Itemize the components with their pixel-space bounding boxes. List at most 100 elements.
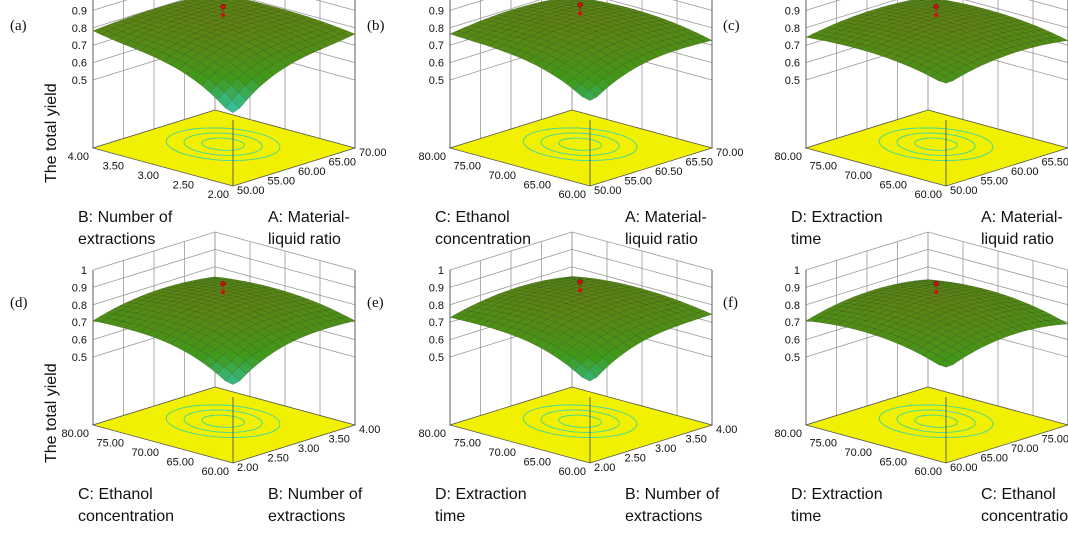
surface-cell xyxy=(204,0,216,2)
z-tick-label: 0.7 xyxy=(785,40,800,52)
z-tick-label: 0.6 xyxy=(785,335,800,347)
floor-contour-plane xyxy=(91,109,357,187)
z-tick-label: 0.9 xyxy=(429,282,444,294)
z-tick-label: 0.6 xyxy=(429,58,444,70)
left-axis-tick-label: 2.50 xyxy=(173,180,194,192)
floor-contour-line xyxy=(522,127,638,161)
z-tick-label: 0.9 xyxy=(72,5,87,17)
left-axis-title: time xyxy=(435,508,465,525)
floor-contour-line xyxy=(201,137,245,151)
response-surface xyxy=(805,0,1068,84)
right-axis-tick-label: 2.50 xyxy=(268,453,289,465)
response-surface xyxy=(92,276,356,385)
z-tick-label: 0.5 xyxy=(785,352,800,364)
left-axis-tick-label: 80.00 xyxy=(774,151,802,163)
floor-contour-line xyxy=(878,127,994,161)
right-axis-title: B: Number of xyxy=(625,486,720,503)
right-axis-title: C: Ethanol xyxy=(981,486,1056,503)
right-axis-title: liquid ratio xyxy=(268,231,341,248)
panel-label: (a) xyxy=(10,18,27,34)
right-axis-tick-label: 65.00 xyxy=(981,453,1009,465)
z-tick-label: 0.8 xyxy=(429,300,444,312)
surface-cell xyxy=(937,76,954,84)
z-axis-title: The total yield xyxy=(43,83,60,183)
left-axis-tick-label: 65.00 xyxy=(166,457,194,469)
floor-contour-plane xyxy=(448,109,714,187)
left-axis-tick-label: 65.00 xyxy=(879,457,907,469)
left-axis-tick-label: 65.00 xyxy=(879,180,907,192)
right-axis-tick-label: 65.50 xyxy=(686,157,714,169)
z-tick-label: 0.5 xyxy=(72,75,87,87)
left-axis-tick-label: 60.00 xyxy=(558,189,586,201)
left-axis-tick-label: 80.00 xyxy=(418,428,446,440)
chart-panel-b: 0.50.60.70.80.9160.0065.0070.0075.0080.0… xyxy=(367,0,744,248)
floor-contour-line xyxy=(201,414,245,428)
z-tick-label: 0.5 xyxy=(429,352,444,364)
left-axis-tick-label: 60.00 xyxy=(914,466,942,478)
left-axis-tick-label: 70.00 xyxy=(488,447,516,459)
z-tick-label: 0.6 xyxy=(785,58,800,70)
right-axis-tick-label: 2.50 xyxy=(625,453,646,465)
left-axis-tick-label: 4.00 xyxy=(68,151,89,163)
left-axis-tick-label: 3.00 xyxy=(138,170,159,182)
left-axis-tick-label: 75.00 xyxy=(453,438,481,450)
left-axis-tick-label: 80.00 xyxy=(418,151,446,163)
left-axis-tick-label: 80.00 xyxy=(774,428,802,440)
floor-contour-line xyxy=(558,137,602,151)
panel-label: (d) xyxy=(10,295,28,311)
floor-contour-line xyxy=(896,409,976,433)
left-axis-title: concentration xyxy=(435,231,531,248)
right-axis-tick-label: 70.00 xyxy=(1011,443,1039,455)
chart-panel-a: 0.50.60.70.80.912.002.503.003.504.0050.0… xyxy=(10,0,387,248)
z-tick-label: 0.6 xyxy=(429,335,444,347)
surface-cell xyxy=(225,99,240,113)
left-axis-tick-label: 60.00 xyxy=(914,189,942,201)
right-axis-tick-label: 4.00 xyxy=(359,424,380,436)
right-axis-tick-label: 65.50 xyxy=(1042,157,1068,169)
right-axis-tick-label: 60.00 xyxy=(950,462,978,474)
panel-label: (f) xyxy=(723,295,738,311)
chart-panel-c: 0.50.60.70.80.9160.0065.0070.0075.0080.0… xyxy=(723,0,1068,248)
left-axis-tick-label: 2.00 xyxy=(208,189,229,201)
right-axis-tick-label: 50.00 xyxy=(594,185,622,197)
z-tick-label: 0.8 xyxy=(785,23,800,35)
floor-contour-line xyxy=(183,132,263,156)
right-axis-tick-label: 2.00 xyxy=(594,462,615,474)
floor-contour-plane xyxy=(448,386,714,464)
right-axis-tick-label: 55.00 xyxy=(981,176,1009,188)
left-axis-title: time xyxy=(791,231,821,248)
left-axis-tick-label: 65.00 xyxy=(523,180,551,192)
left-axis-tick-label: 60.00 xyxy=(201,466,229,478)
z-tick-label: 0.9 xyxy=(785,5,800,17)
floor-contour-line xyxy=(540,132,620,156)
right-axis-tick-label: 50.00 xyxy=(237,185,265,197)
z-tick-label: 0.9 xyxy=(72,282,87,294)
right-axis-tick-label: 65.00 xyxy=(329,157,357,169)
response-surface xyxy=(805,279,1068,368)
left-axis-tick-label: 70.00 xyxy=(844,170,872,182)
right-axis-tick-label: 3.00 xyxy=(655,443,676,455)
floor-contour-plane xyxy=(804,386,1068,464)
floor-contour-line xyxy=(183,409,263,433)
z-tick-label: 0.7 xyxy=(429,317,444,329)
left-axis-title: B: Number of xyxy=(78,209,173,226)
wall-gridline xyxy=(449,0,713,29)
z-tick-label: 0.7 xyxy=(72,40,87,52)
z-axis-title: The total yield xyxy=(43,363,60,463)
right-axis-tick-label: 50.00 xyxy=(950,185,978,197)
right-axis-tick-label: 60.00 xyxy=(298,166,326,178)
wall-gridline xyxy=(92,0,356,29)
surface-cell xyxy=(190,0,201,2)
floor-contour-line xyxy=(896,132,976,156)
z-tick-label: 1 xyxy=(81,265,87,277)
z-tick-label: 0.9 xyxy=(429,5,444,17)
surface-cell xyxy=(916,0,927,1)
right-axis-tick-label: 3.50 xyxy=(686,434,707,446)
chart-panel-f: 0.50.60.70.80.9160.0065.0070.0075.0080.0… xyxy=(723,231,1068,525)
left-axis-tick-label: 70.00 xyxy=(488,170,516,182)
z-tick-label: 0.9 xyxy=(785,282,800,294)
surface-cell xyxy=(937,359,954,368)
panel-label: (e) xyxy=(367,295,384,311)
right-axis-title: extractions xyxy=(268,508,345,525)
